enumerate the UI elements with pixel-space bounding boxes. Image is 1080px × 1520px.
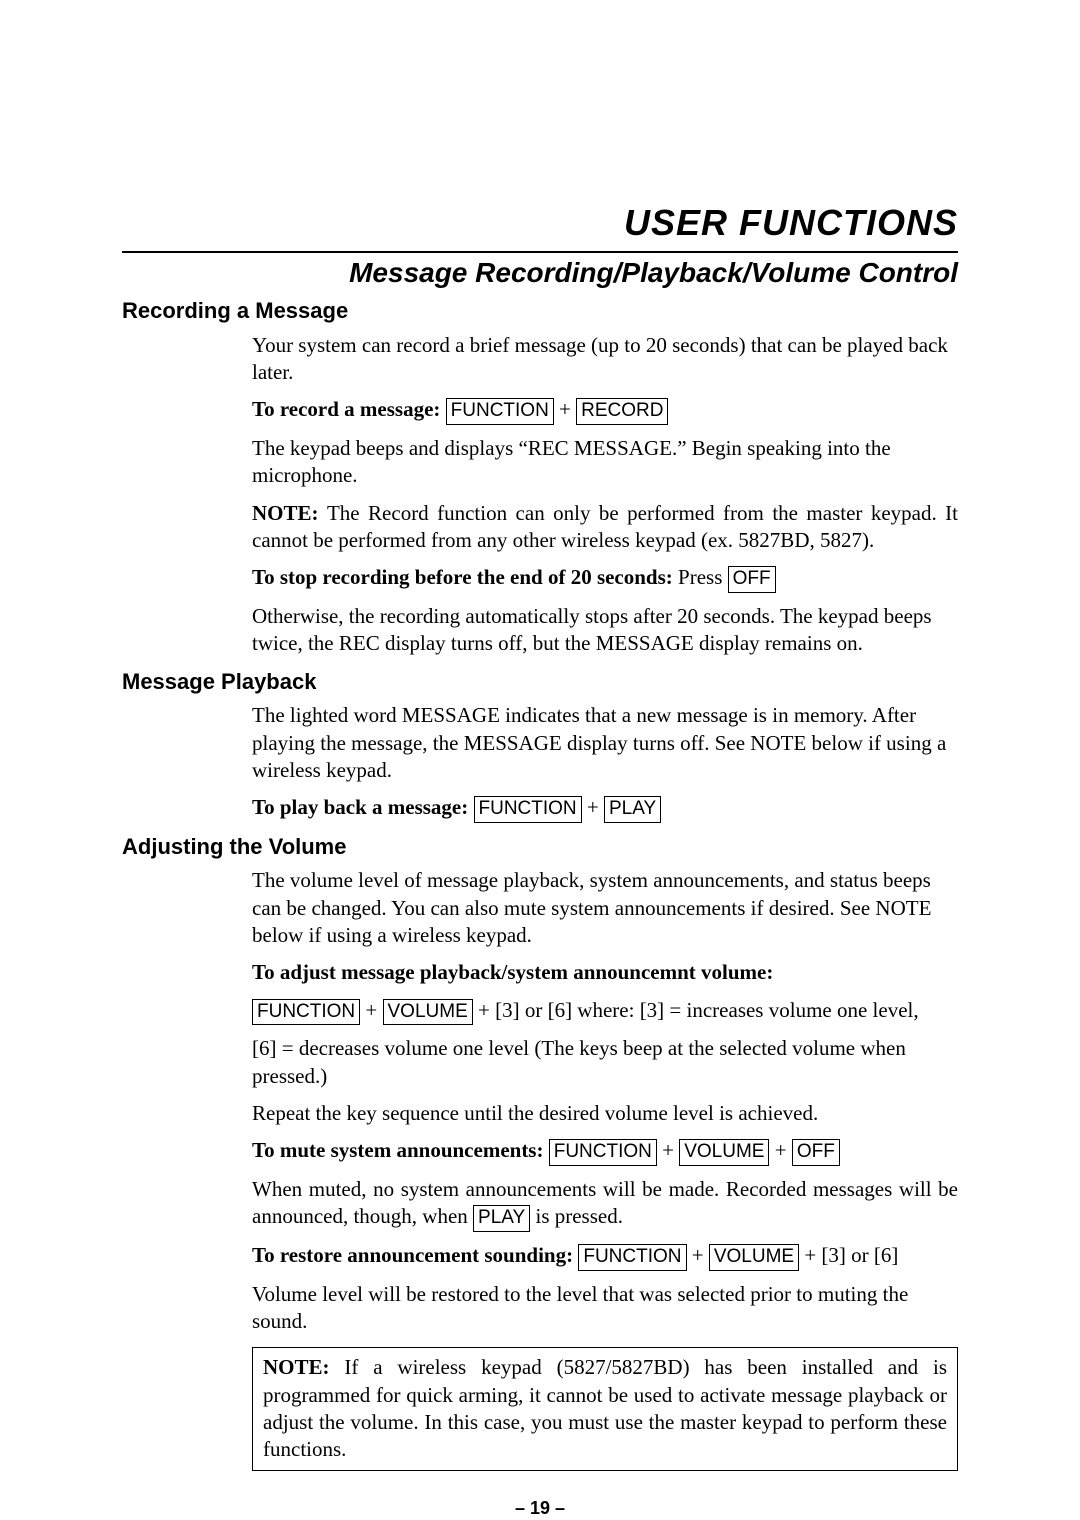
tail-text: + [3] or [6] [804, 1243, 898, 1267]
page-subtitle: Message Recording/Playback/Volume Contro… [122, 255, 958, 291]
text: is pressed. [530, 1204, 623, 1228]
paragraph: Repeat the key sequence until the desire… [252, 1100, 958, 1127]
keycap-play: PLAY [604, 796, 661, 823]
title-rule [122, 251, 958, 253]
instruction-restore: To restore announcement sounding: FUNCTI… [252, 1242, 958, 1271]
note-body: If a wireless keypad (5827/5827BD) has b… [263, 1355, 947, 1461]
instruction-play: To play back a message: FUNCTION + PLAY [252, 794, 958, 823]
section-heading-playback: Message Playback [122, 668, 958, 697]
instruction-record: To record a message: FUNCTION + RECORD [252, 396, 958, 425]
note-body: The Record function can only be performe… [252, 501, 958, 552]
keycap-function: FUNCTION [578, 1244, 686, 1271]
instruction-stop: To stop recording before the end of 20 s… [252, 564, 958, 593]
note-label: NOTE: [252, 501, 327, 525]
section-body-recording: Your system can record a brief message (… [252, 332, 958, 658]
keycap-volume: VOLUME [679, 1139, 769, 1166]
paragraph: The volume level of message playback, sy… [252, 867, 958, 949]
instruction-adjust: FUNCTION + VOLUME + [3] or [6] where: [3… [252, 997, 958, 1026]
section-body-playback: The lighted word MESSAGE indicates that … [252, 702, 958, 823]
paragraph: Otherwise, the recording automatically s… [252, 603, 958, 658]
plus-sign: + [775, 1138, 792, 1162]
label: To play back a message: [252, 795, 474, 819]
paragraph: [6] = decreases volume one level (The ke… [252, 1035, 958, 1090]
label: To record a message: [252, 397, 446, 421]
plus-sign: + [559, 397, 576, 421]
manual-page: USER FUNCTIONS Message Recording/Playbac… [0, 0, 1080, 1520]
note-label: NOTE: [263, 1355, 344, 1379]
keycap-volume: VOLUME [709, 1244, 799, 1271]
paragraph: When muted, no system announcements will… [252, 1176, 958, 1232]
label: To stop recording before the end of 20 s… [252, 565, 678, 589]
label: To restore announcement sounding: [252, 1243, 578, 1267]
keycap-play: PLAY [473, 1205, 530, 1232]
note-box: NOTE: If a wireless keypad (5827/5827BD)… [252, 1347, 958, 1470]
page-title: USER FUNCTIONS [122, 200, 958, 247]
plus-sign: + [365, 998, 382, 1022]
keycap-record: RECORD [576, 398, 668, 425]
page-number: – 19 – [122, 1497, 958, 1520]
note-paragraph: NOTE: The Record function can only be pe… [252, 500, 958, 555]
keycap-off: OFF [792, 1139, 840, 1166]
press-text: Press [678, 565, 728, 589]
paragraph: The keypad beeps and displays “REC MESSA… [252, 435, 958, 490]
section-heading-recording: Recording a Message [122, 297, 958, 326]
section-heading-volume: Adjusting the Volume [122, 833, 958, 862]
paragraph: Your system can record a brief message (… [252, 332, 958, 387]
paragraph: Volume level will be restored to the lev… [252, 1281, 958, 1336]
keycap-function: FUNCTION [252, 999, 360, 1026]
paragraph: The lighted word MESSAGE indicates that … [252, 702, 958, 784]
section-body-volume: The volume level of message playback, sy… [252, 867, 958, 1335]
keycap-function: FUNCTION [446, 398, 554, 425]
plus-sign: + [692, 1243, 709, 1267]
keycap-function: FUNCTION [549, 1139, 657, 1166]
keycap-function: FUNCTION [474, 796, 582, 823]
instruction-mute: To mute system announcements: FUNCTION +… [252, 1137, 958, 1166]
label-adjust-volume: To adjust message playback/system announ… [252, 959, 958, 986]
plus-sign: + [587, 795, 604, 819]
plus-sign: + [662, 1138, 679, 1162]
label: To mute system announcements: [252, 1138, 549, 1162]
keycap-volume: VOLUME [383, 999, 473, 1026]
tail-text: + [3] or [6] where: [3] = increases volu… [478, 998, 919, 1022]
keycap-off: OFF [728, 566, 776, 593]
